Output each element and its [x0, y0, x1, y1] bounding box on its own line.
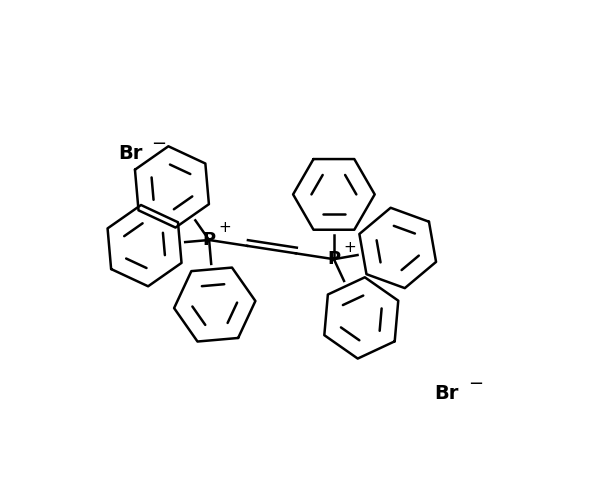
Text: P: P: [203, 231, 216, 249]
Text: P: P: [327, 250, 340, 268]
Text: Br: Br: [435, 384, 459, 403]
Text: −: −: [151, 135, 167, 153]
Text: +: +: [343, 240, 356, 255]
Text: Br: Br: [118, 144, 142, 163]
Text: +: +: [218, 220, 231, 236]
Text: −: −: [468, 375, 483, 393]
